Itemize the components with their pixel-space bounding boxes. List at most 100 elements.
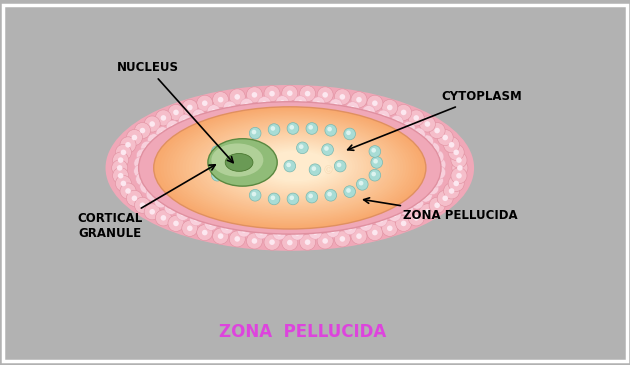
Ellipse shape (282, 235, 298, 251)
Ellipse shape (323, 92, 328, 98)
Ellipse shape (308, 125, 313, 130)
Ellipse shape (415, 200, 420, 205)
Ellipse shape (351, 228, 367, 244)
Ellipse shape (125, 142, 131, 147)
Ellipse shape (140, 153, 145, 158)
Ellipse shape (241, 228, 246, 233)
Text: CORTICAL
GRANULE: CORTICAL GRANULE (77, 165, 215, 240)
Ellipse shape (333, 103, 338, 108)
Ellipse shape (214, 131, 372, 202)
Ellipse shape (209, 222, 214, 226)
Ellipse shape (400, 203, 413, 216)
Ellipse shape (179, 117, 403, 218)
Ellipse shape (344, 186, 355, 197)
Ellipse shape (406, 126, 411, 130)
Ellipse shape (169, 113, 412, 222)
Ellipse shape (396, 215, 411, 231)
Ellipse shape (117, 165, 122, 171)
Ellipse shape (331, 228, 335, 233)
Ellipse shape (372, 100, 377, 106)
Ellipse shape (192, 122, 392, 212)
Ellipse shape (173, 115, 409, 220)
Ellipse shape (198, 125, 386, 210)
Ellipse shape (437, 170, 442, 175)
Ellipse shape (160, 110, 420, 226)
Ellipse shape (289, 195, 294, 200)
Ellipse shape (251, 130, 256, 134)
Ellipse shape (226, 154, 253, 171)
Ellipse shape (305, 239, 311, 245)
Ellipse shape (134, 197, 151, 213)
Ellipse shape (159, 199, 163, 204)
Ellipse shape (140, 177, 145, 181)
Ellipse shape (412, 128, 425, 141)
Ellipse shape (351, 92, 367, 108)
Ellipse shape (449, 188, 454, 194)
Ellipse shape (276, 96, 289, 109)
Ellipse shape (125, 188, 131, 194)
Ellipse shape (311, 166, 316, 171)
Ellipse shape (387, 226, 392, 231)
Ellipse shape (454, 150, 459, 155)
Ellipse shape (233, 139, 355, 194)
Ellipse shape (346, 188, 351, 193)
Ellipse shape (287, 91, 292, 96)
Ellipse shape (413, 215, 419, 221)
Ellipse shape (325, 189, 336, 201)
Ellipse shape (402, 121, 415, 134)
Ellipse shape (359, 218, 372, 231)
Ellipse shape (144, 184, 149, 189)
Ellipse shape (371, 157, 382, 168)
Text: ZONA  PELLUCIDA: ZONA PELLUCIDA (219, 323, 386, 341)
Ellipse shape (430, 174, 444, 187)
Ellipse shape (282, 85, 298, 101)
Ellipse shape (246, 87, 263, 103)
Ellipse shape (326, 224, 340, 237)
Ellipse shape (240, 99, 253, 112)
Ellipse shape (195, 124, 389, 211)
Ellipse shape (113, 152, 129, 168)
Ellipse shape (297, 142, 308, 154)
Ellipse shape (140, 141, 154, 154)
Ellipse shape (135, 173, 149, 186)
Ellipse shape (327, 127, 332, 131)
Ellipse shape (264, 86, 280, 102)
Ellipse shape (134, 123, 151, 139)
Ellipse shape (280, 100, 285, 104)
Ellipse shape (132, 135, 137, 140)
Ellipse shape (156, 127, 169, 140)
Ellipse shape (371, 172, 376, 176)
Ellipse shape (115, 176, 132, 192)
Ellipse shape (348, 226, 352, 230)
Ellipse shape (379, 218, 383, 222)
Ellipse shape (186, 120, 398, 215)
Ellipse shape (157, 108, 423, 228)
Ellipse shape (323, 238, 328, 244)
Ellipse shape (225, 225, 229, 230)
Ellipse shape (452, 160, 468, 176)
Ellipse shape (305, 91, 311, 96)
Ellipse shape (340, 236, 345, 242)
Ellipse shape (187, 105, 193, 110)
Ellipse shape (262, 101, 266, 105)
Ellipse shape (392, 212, 397, 217)
Ellipse shape (427, 142, 440, 155)
Ellipse shape (270, 195, 275, 200)
Ellipse shape (205, 127, 381, 207)
Ellipse shape (429, 197, 445, 213)
Ellipse shape (373, 159, 378, 164)
Ellipse shape (224, 135, 364, 198)
Ellipse shape (369, 169, 381, 181)
Ellipse shape (413, 115, 419, 121)
Ellipse shape (214, 172, 219, 176)
Ellipse shape (197, 95, 213, 111)
Ellipse shape (166, 120, 180, 133)
Ellipse shape (212, 157, 223, 168)
Ellipse shape (214, 148, 219, 153)
Ellipse shape (408, 210, 424, 226)
Ellipse shape (322, 144, 333, 155)
Ellipse shape (382, 220, 398, 237)
Ellipse shape (171, 124, 175, 129)
Ellipse shape (218, 97, 224, 103)
Ellipse shape (181, 212, 185, 216)
